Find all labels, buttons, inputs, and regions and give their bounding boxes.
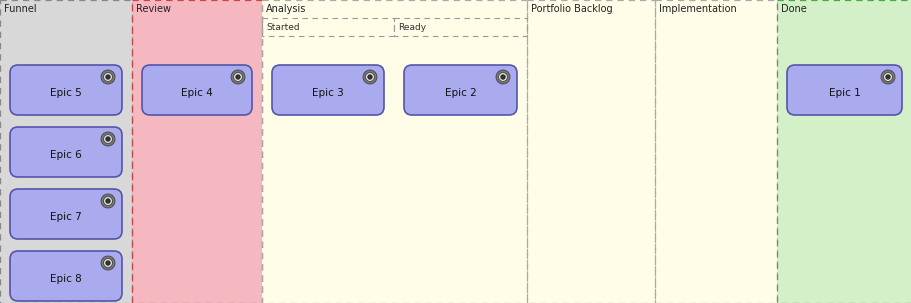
Circle shape xyxy=(236,75,240,79)
Text: Epic 3: Epic 3 xyxy=(312,88,343,98)
Text: Epic 1: Epic 1 xyxy=(828,88,859,98)
Text: Funnel: Funnel xyxy=(4,4,36,14)
FancyBboxPatch shape xyxy=(10,251,122,301)
Circle shape xyxy=(365,72,374,82)
Bar xyxy=(776,0,911,303)
Text: Done: Done xyxy=(780,4,806,14)
Circle shape xyxy=(885,75,889,79)
FancyBboxPatch shape xyxy=(404,65,517,115)
Text: Epic 5: Epic 5 xyxy=(50,88,82,98)
Circle shape xyxy=(496,70,509,84)
Circle shape xyxy=(103,135,112,144)
Text: Started: Started xyxy=(266,22,300,32)
Bar xyxy=(0,0,132,303)
Circle shape xyxy=(883,72,892,82)
Circle shape xyxy=(106,261,110,265)
Text: Ready: Ready xyxy=(397,22,425,32)
Text: Portfolio Backlog: Portfolio Backlog xyxy=(530,4,612,14)
Circle shape xyxy=(880,70,894,84)
Bar xyxy=(654,0,776,303)
Circle shape xyxy=(500,75,505,79)
Circle shape xyxy=(103,72,112,82)
Bar xyxy=(261,0,527,303)
Text: Epic 2: Epic 2 xyxy=(445,88,476,98)
Circle shape xyxy=(106,199,110,203)
Circle shape xyxy=(103,197,112,205)
Circle shape xyxy=(101,194,115,208)
Text: Epic 4: Epic 4 xyxy=(181,88,212,98)
FancyBboxPatch shape xyxy=(10,127,122,177)
Bar xyxy=(654,0,776,303)
Circle shape xyxy=(101,70,115,84)
Bar xyxy=(132,0,261,303)
Bar xyxy=(0,0,132,303)
FancyBboxPatch shape xyxy=(271,65,384,115)
Text: Review: Review xyxy=(136,4,171,14)
Circle shape xyxy=(101,256,115,270)
Text: Implementation: Implementation xyxy=(659,4,736,14)
Text: Analysis: Analysis xyxy=(266,4,306,14)
Circle shape xyxy=(363,70,376,84)
Bar xyxy=(261,18,394,36)
Text: Epic 6: Epic 6 xyxy=(50,149,82,159)
FancyBboxPatch shape xyxy=(142,65,251,115)
Bar xyxy=(132,0,261,303)
Text: Epic 7: Epic 7 xyxy=(50,211,82,221)
Bar xyxy=(527,0,654,303)
Bar xyxy=(776,0,911,303)
Bar xyxy=(394,18,527,36)
Circle shape xyxy=(233,72,242,82)
FancyBboxPatch shape xyxy=(786,65,901,115)
Circle shape xyxy=(367,75,372,79)
Circle shape xyxy=(106,137,110,141)
Circle shape xyxy=(103,258,112,268)
Bar xyxy=(527,0,654,303)
Circle shape xyxy=(106,75,110,79)
FancyBboxPatch shape xyxy=(10,65,122,115)
Bar xyxy=(261,0,527,303)
Circle shape xyxy=(230,70,245,84)
FancyBboxPatch shape xyxy=(10,189,122,239)
Circle shape xyxy=(101,132,115,146)
Circle shape xyxy=(498,72,507,82)
Text: Epic 8: Epic 8 xyxy=(50,274,82,284)
